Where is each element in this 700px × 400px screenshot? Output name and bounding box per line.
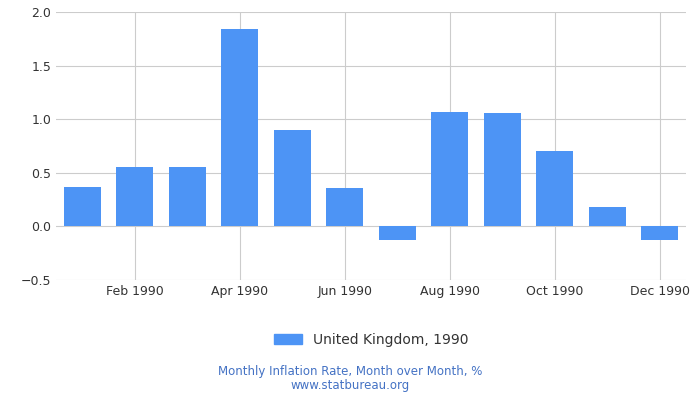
- Bar: [274, 130, 311, 226]
- Text: www.statbureau.org: www.statbureau.org: [290, 380, 410, 392]
- Bar: [379, 226, 416, 240]
- Bar: [589, 207, 626, 226]
- Bar: [221, 29, 258, 226]
- Bar: [431, 112, 468, 226]
- Bar: [326, 188, 363, 226]
- Bar: [169, 168, 206, 226]
- Legend: United Kingdom, 1990: United Kingdom, 1990: [268, 327, 474, 352]
- Bar: [536, 151, 573, 226]
- Bar: [116, 168, 153, 226]
- Bar: [64, 187, 101, 226]
- Bar: [641, 226, 678, 240]
- Bar: [484, 113, 521, 226]
- Text: Monthly Inflation Rate, Month over Month, %: Monthly Inflation Rate, Month over Month…: [218, 366, 482, 378]
